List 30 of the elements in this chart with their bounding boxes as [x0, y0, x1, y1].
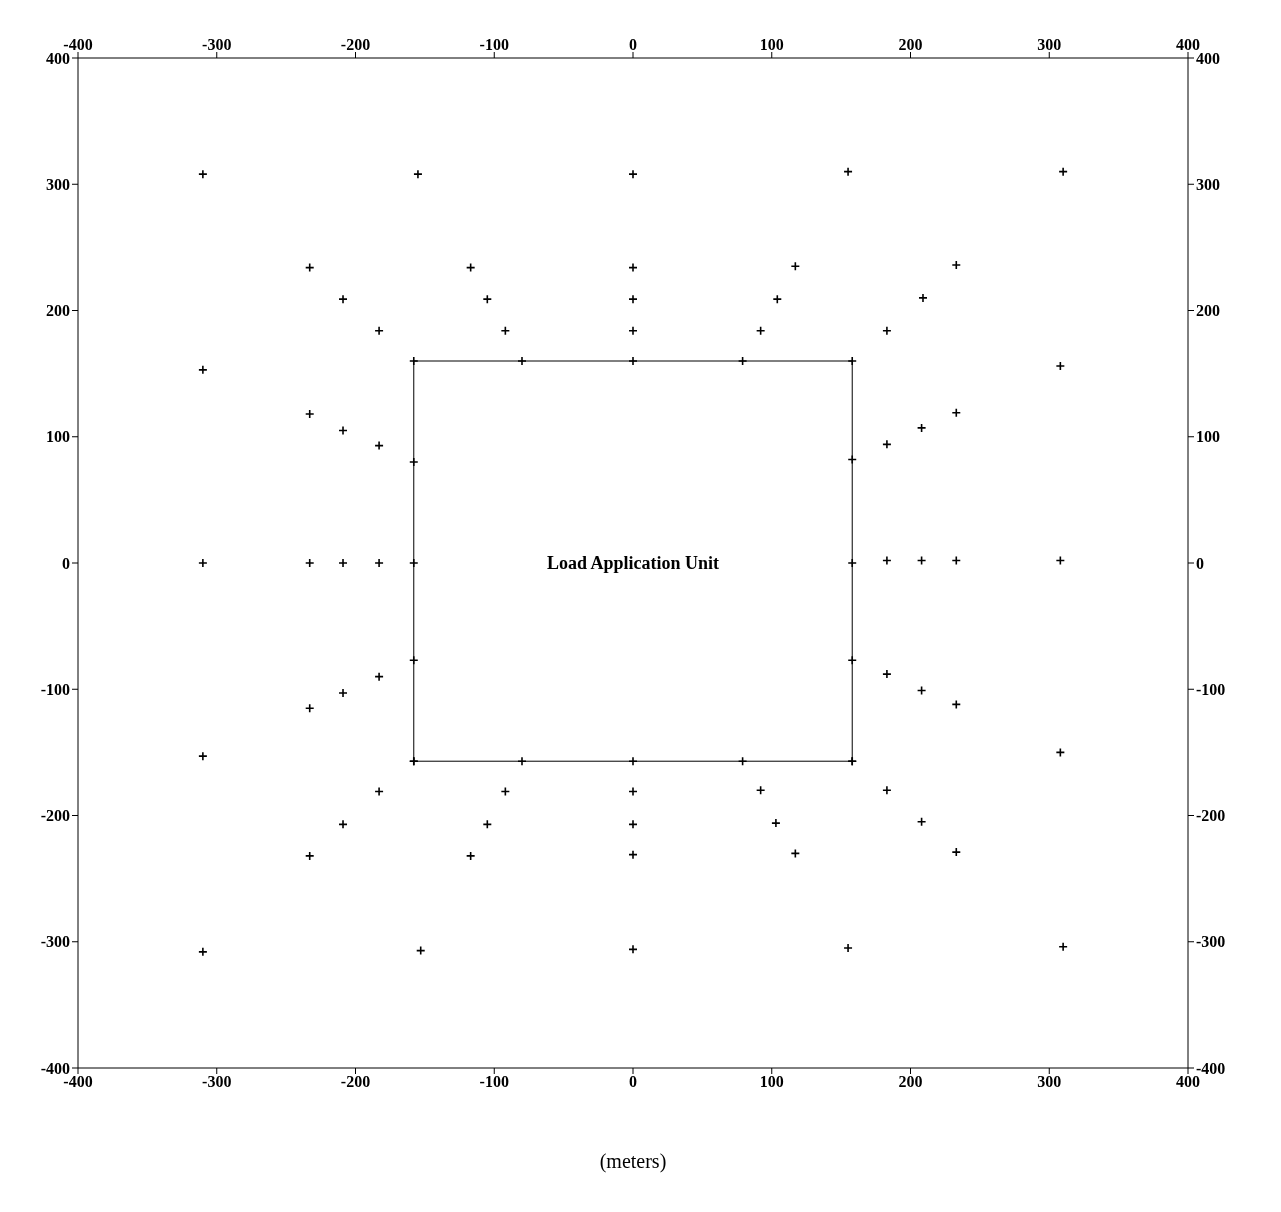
- y2-tick-label: 300: [1196, 175, 1220, 193]
- annotation: Load Application Unit: [546, 553, 720, 574]
- y-tick-label: -100: [40, 680, 70, 698]
- y2-tick-label: 100: [1196, 428, 1220, 446]
- y2-tick-label: 200: [1196, 302, 1220, 320]
- x-tick-label: -300: [202, 1073, 232, 1091]
- y2-tick-label: 0: [1196, 554, 1204, 572]
- y-tick-label: 0: [62, 554, 70, 572]
- x-tick-label: -100: [479, 1073, 509, 1091]
- x2-tick-label: -200: [340, 36, 371, 53]
- y-tick-label: 300: [46, 175, 70, 193]
- y-tick-label: -300: [40, 933, 70, 951]
- x2-tick-label: -300: [202, 36, 232, 53]
- y-tick-label: -200: [40, 807, 70, 825]
- x2-tick-label: -100: [479, 36, 509, 53]
- x2-tick-label: 200: [898, 36, 923, 53]
- x-tick-label: 0: [629, 1073, 637, 1091]
- x2-tick-label: 100: [759, 36, 784, 53]
- x-tick-label: 100: [759, 1073, 784, 1091]
- y2-tick-label: -100: [1196, 680, 1226, 698]
- x-tick-label: -200: [340, 1073, 371, 1091]
- y-tick-label: 100: [46, 428, 70, 446]
- x-tick-label: 200: [898, 1073, 923, 1091]
- x-axis-title: (meters): [599, 1150, 667, 1173]
- x-tick-label: 300: [1037, 1073, 1062, 1091]
- y2-tick-label: -200: [1196, 807, 1226, 825]
- x2-tick-label: 300: [1037, 36, 1062, 53]
- y2-tick-label: -300: [1196, 933, 1226, 951]
- x2-tick-label: 0: [629, 36, 637, 53]
- y-tick-label: 200: [46, 302, 70, 320]
